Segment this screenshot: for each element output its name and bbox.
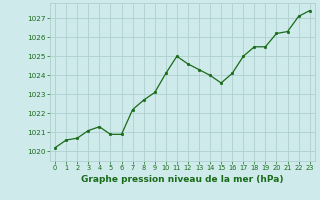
X-axis label: Graphe pression niveau de la mer (hPa): Graphe pression niveau de la mer (hPa) xyxy=(81,175,284,184)
